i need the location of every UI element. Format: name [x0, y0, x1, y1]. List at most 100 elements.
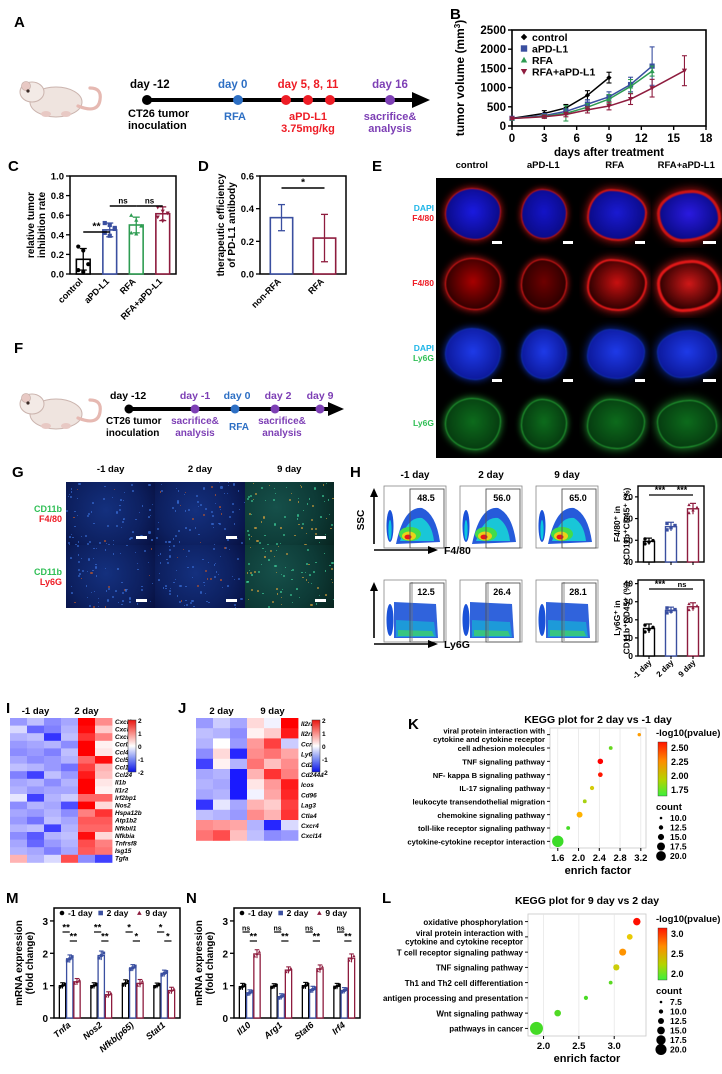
svg-text:KEGG plot for 9 day vs 2 day: KEGG plot for 9 day vs 2 day: [515, 895, 659, 907]
svg-text:Il1b: Il1b: [115, 780, 126, 787]
svg-text:500: 500: [487, 102, 506, 114]
scale-bar: [136, 599, 147, 602]
svg-text:pathways in cancer: pathways in cancer: [449, 1025, 523, 1034]
svg-text:analysis: analysis: [368, 123, 411, 135]
svg-text:2.8: 2.8: [613, 853, 626, 864]
panel-e-image: [579, 388, 651, 458]
svg-text:Th1 and Th2 cell differentiati: Th1 and Th2 cell differentiation: [405, 979, 523, 988]
svg-text:RFA: RFA: [118, 276, 138, 296]
svg-text:ns: ns: [118, 197, 128, 206]
svg-text:-log10(pvalue): -log10(pvalue): [656, 728, 720, 739]
panel-g-image: [155, 545, 244, 608]
svg-text:cytokine and cytokine receptor: cytokine and cytokine receptor: [405, 937, 523, 946]
svg-text:inoculation: inoculation: [128, 120, 187, 132]
panel-e-images: control aPD-L1 RFA RFA+aPD-L1 DAPI F4/80 F4/8…: [400, 158, 722, 458]
svg-text:**: **: [344, 932, 352, 943]
scale-bar: [563, 379, 573, 382]
svg-text:0.2: 0.2: [241, 237, 254, 248]
svg-text:Nfkbil1: Nfkbil1: [115, 825, 137, 832]
svg-text:-1: -1: [138, 757, 144, 764]
panel-g-image: [245, 545, 334, 608]
panel-g-channel-label: F4/80: [12, 514, 62, 524]
panel-f-day-3-top: day 2: [265, 390, 292, 402]
svg-text:3: 3: [541, 133, 547, 145]
panel-e-channel-label: Ly6G: [400, 418, 434, 428]
svg-text:SSC: SSC: [356, 510, 367, 531]
panel-f-day-4-top: day 9: [307, 390, 334, 402]
mouse-icon: [20, 394, 100, 430]
svg-text:-1 day: -1 day: [401, 470, 430, 481]
svg-text:sacrifice&: sacrifice&: [171, 416, 219, 427]
svg-text:-2: -2: [322, 770, 328, 777]
panel-g-image: [155, 482, 244, 545]
panel-f-day-2-top: day 0: [224, 390, 251, 402]
svg-text:9 day: 9 day: [677, 658, 698, 679]
panel-e-image: [651, 178, 722, 248]
svg-text:3: 3: [42, 917, 48, 928]
svg-text:enrich factor: enrich factor: [554, 1053, 621, 1065]
svg-text:sacrifice&: sacrifice&: [364, 111, 417, 123]
panel-g-channel-label: Ly6G: [12, 577, 62, 587]
scale-bar: [492, 241, 502, 244]
svg-text:***: ***: [655, 485, 666, 495]
svg-text:Irf2bp1: Irf2bp1: [115, 795, 137, 802]
svg-text:T cell receptor signaling path: T cell receptor signaling pathway: [397, 948, 524, 957]
panel-h: -1 day 2 day 9 day 48.5 56.0 65.0 12.5 26.4 28.1…: [350, 464, 722, 694]
svg-text:Cd244a: Cd244a: [301, 772, 324, 779]
svg-text:mRNA expression: mRNA expression: [14, 920, 25, 1006]
panel-f-timeline: day -12 CT26 tumor inoculation day -1 sa…: [10, 352, 380, 457]
svg-text:9 day: 9 day: [554, 470, 580, 481]
panel-e-image: [579, 318, 651, 388]
svg-text:cell adhesion molecules: cell adhesion molecules: [458, 744, 545, 753]
svg-text:count: count: [656, 802, 683, 813]
panel-b-chart: 050010001500200025000 3 6 9 12 15 18days after…: [450, 8, 722, 160]
svg-text:**: **: [250, 932, 258, 943]
svg-text:leukocyte transendothelial mig: leukocyte transendothelial migration: [413, 798, 546, 807]
svg-text:CT26 tumor: CT26 tumor: [106, 416, 162, 427]
svg-text:(fold change): (fold change): [25, 932, 36, 995]
svg-text:15.0: 15.0: [670, 1026, 687, 1036]
svg-text:**: **: [101, 932, 109, 943]
svg-text:mRNA expression: mRNA expression: [194, 920, 205, 1006]
svg-text:1: 1: [42, 982, 48, 993]
svg-text:Ccl5: Ccl5: [115, 757, 129, 764]
svg-text:1.0: 1.0: [51, 172, 64, 183]
svg-text:15.0: 15.0: [670, 832, 687, 842]
panel-e-image: [508, 248, 580, 318]
panel-f-day-1-top: day -1: [180, 390, 211, 402]
svg-text:0: 0: [322, 744, 326, 751]
svg-text:F4/80⁺ in: F4/80⁺ in: [612, 506, 622, 542]
svg-text:17.5: 17.5: [670, 1035, 687, 1045]
panel-e-channel-label: F4/80: [400, 213, 434, 223]
panel-g-image: [245, 482, 334, 545]
panel-g-image: [66, 545, 155, 608]
svg-text:9 day: 9 day: [145, 908, 167, 918]
svg-text:therapeutic efficiency: therapeutic efficiency: [216, 173, 227, 276]
svg-text:Ctla4: Ctla4: [301, 813, 317, 820]
svg-text:-2: -2: [138, 770, 144, 777]
svg-text:0.4: 0.4: [241, 204, 255, 215]
svg-text:Cxcl14: Cxcl14: [301, 833, 322, 840]
svg-text:aPD-L1: aPD-L1: [82, 276, 111, 305]
svg-text:NF- kappa B signaling pathway: NF- kappa B signaling pathway: [433, 771, 546, 780]
svg-text:20.0: 20.0: [670, 1045, 687, 1055]
panel-e-image: [436, 318, 508, 388]
panel-g-channel-label: CD11b: [12, 567, 62, 577]
panel-d-chart: 0.00.20.40.6non-RFA RFAtherapeutic effici…: [198, 158, 374, 330]
scale-bar: [136, 536, 147, 539]
svg-text:26.4: 26.4: [493, 587, 511, 597]
svg-text:-1 day: -1 day: [248, 908, 273, 918]
svg-text:2 day: 2 day: [74, 706, 99, 717]
panel-c-chart: 0.00.20.40.60.81.0controlaPD-L1 RFARFA+aP…: [8, 158, 208, 330]
panel-l-chart: KEGG plot for 9 day vs 2 day2.0 2.5 3.0oxi…: [360, 888, 722, 1074]
panel-e-image: [436, 248, 508, 318]
svg-text:9 day: 9 day: [325, 908, 347, 918]
panel-e-image: [651, 318, 722, 388]
panel-e-image: [579, 248, 651, 318]
svg-text:Hspa12b: Hspa12b: [115, 810, 142, 817]
svg-text:Nfkb(p65): Nfkb(p65): [97, 1020, 135, 1054]
scale-bar: [226, 536, 237, 539]
svg-text:**: **: [70, 932, 78, 943]
svg-text:3.0: 3.0: [671, 929, 684, 939]
panel-e-image: [508, 388, 580, 458]
